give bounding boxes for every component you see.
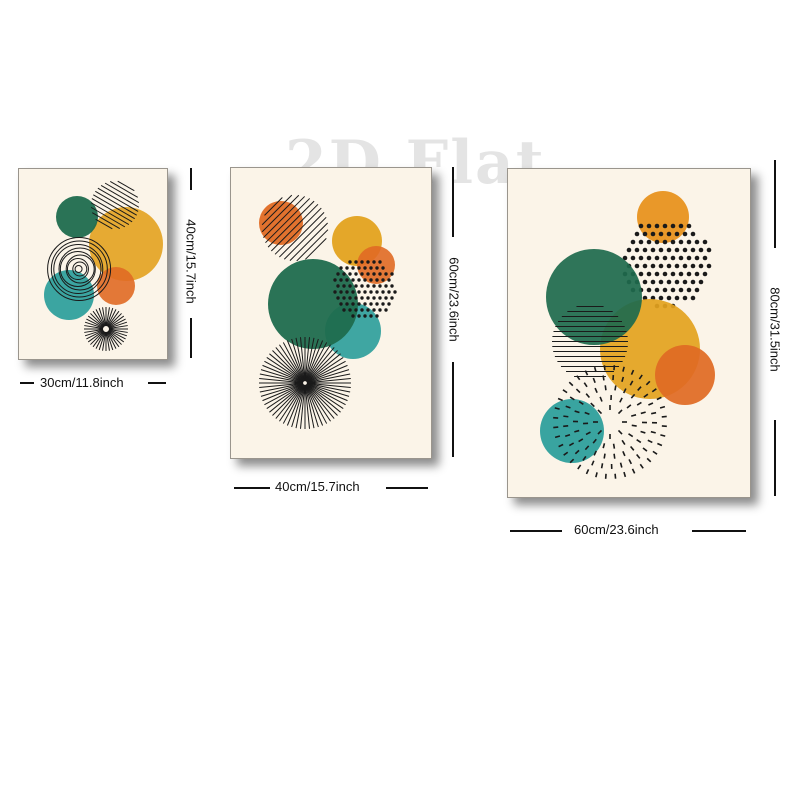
print-small: [18, 168, 168, 360]
height-label-medium: 60cm/23.6inch: [446, 257, 462, 342]
artwork-small: [44, 180, 163, 351]
orange-circle: [655, 345, 715, 405]
artwork-large: [540, 191, 715, 479]
green-circle: [546, 249, 642, 345]
striped-circle: [261, 194, 329, 262]
print-medium: [230, 167, 432, 459]
height-label-small: 40cm/15.7inch: [183, 219, 199, 304]
striped-circle: [90, 180, 140, 230]
orange-circle-small: [357, 246, 395, 284]
artwork-medium: [259, 194, 397, 429]
dashed-radial-circle: [553, 365, 667, 479]
width-label-large: 60cm/23.6inch: [574, 522, 659, 537]
orange-circle: [259, 201, 303, 245]
width-label-small: 30cm/11.8inch: [40, 375, 124, 390]
height-label-large: 80cm/31.5inch: [767, 287, 783, 372]
dotted-circle: [333, 260, 397, 318]
radial-lines: [84, 307, 128, 351]
radial-burst: [259, 337, 351, 429]
striped-circle: [552, 306, 628, 377]
green-circle: [56, 196, 98, 238]
amber-circle: [637, 191, 689, 243]
concentric-rings: [47, 237, 112, 301]
print-large: [507, 168, 751, 498]
width-label-medium: 40cm/15.7inch: [275, 479, 360, 494]
